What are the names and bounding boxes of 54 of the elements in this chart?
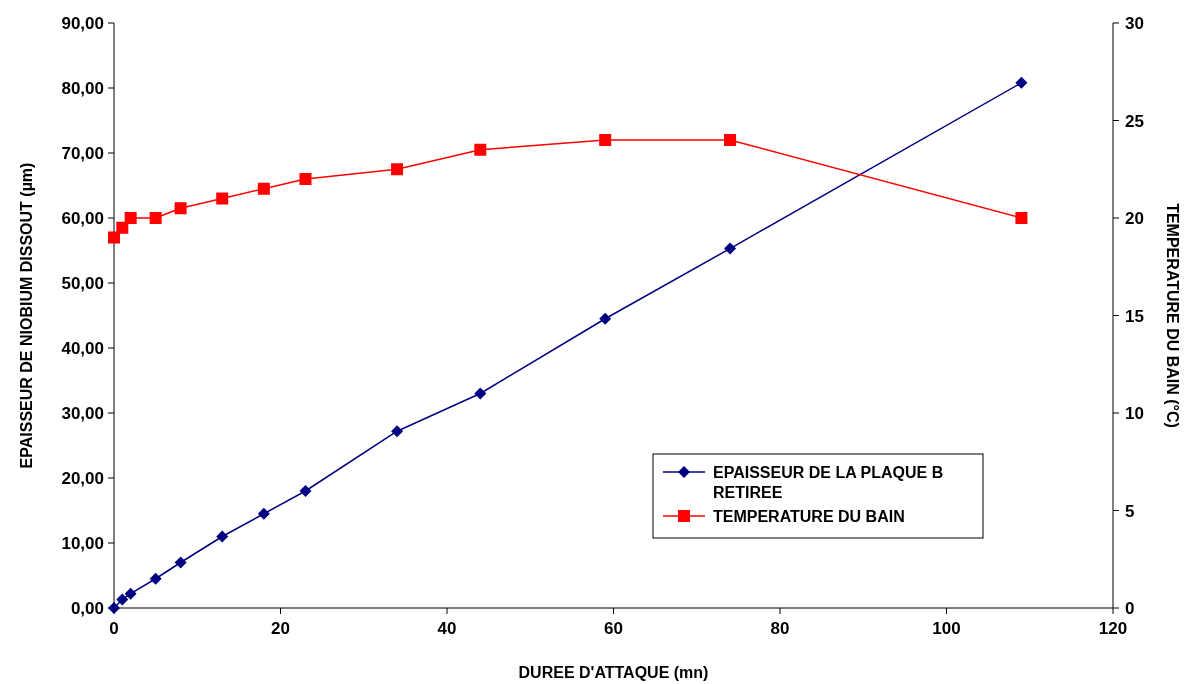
y2-tick-label: 20: [1125, 209, 1144, 228]
y2-tick-label: 0: [1125, 599, 1135, 618]
y2-tick-label: 10: [1125, 404, 1144, 423]
point: [1015, 76, 1028, 89]
point: [257, 182, 270, 195]
y2-tick-label: 5: [1125, 501, 1135, 521]
legend-label: EPAISSEUR DE LA PLAQUE B RETIREE: [713, 464, 944, 501]
y-tick-label: 90,00: [61, 14, 104, 33]
point: [149, 572, 162, 585]
x-tick-label: 120: [1098, 619, 1128, 638]
point: [216, 192, 229, 205]
x-tick-label: 80: [770, 619, 790, 638]
point: [216, 530, 229, 543]
point: [257, 507, 270, 520]
y-tick-label: 40,00: [61, 339, 104, 358]
legend-label: TEMPERATURE DU BAIN: [713, 508, 905, 525]
point: [474, 387, 487, 400]
y-tick-label: 80,00: [61, 79, 104, 98]
point: [724, 134, 737, 146]
y-tick-label: 50,00: [61, 274, 104, 293]
point: [299, 485, 312, 497]
point: [391, 163, 404, 176]
point: [599, 312, 612, 325]
point: [124, 212, 137, 224]
y2-tick-label: 30: [1125, 14, 1144, 33]
y-tick-label: 60,00: [61, 209, 104, 228]
point: [149, 212, 162, 224]
y-axis-title: EPAISSEUR DE NIOBIUM DISSOUT (µm): [18, 162, 35, 469]
x-tick-label: 100: [932, 619, 961, 638]
point: [1015, 212, 1028, 224]
point: [124, 587, 137, 600]
point: [391, 425, 404, 438]
point: [174, 556, 187, 569]
point: [724, 242, 737, 255]
point: [474, 143, 487, 156]
point: [599, 134, 612, 146]
point: [116, 593, 129, 606]
x-axis-title: DUREE D'ATTAQUE (mn): [518, 664, 709, 681]
y2-tick-label: 25: [1125, 111, 1144, 131]
x-tick-label: 0: [109, 619, 119, 638]
x-tick-label: 60: [604, 619, 623, 638]
point: [174, 202, 187, 215]
y2-axis-title: TEMPERATURE DU BAIN (°C): [1164, 203, 1181, 428]
point: [108, 231, 120, 244]
point: [299, 173, 312, 185]
y-tick-label: 10,00: [61, 534, 104, 553]
y-tick-label: 70,00: [61, 144, 104, 163]
y-tick-label: 0,00: [70, 599, 104, 618]
y-tick-label: 30,00: [61, 404, 104, 423]
point: [116, 221, 129, 234]
x-tick-label: 40: [437, 619, 457, 638]
x-tick-label: 20: [271, 619, 290, 638]
y-tick-label: 20,00: [61, 469, 104, 488]
y2-tick-label: 15: [1125, 306, 1144, 326]
